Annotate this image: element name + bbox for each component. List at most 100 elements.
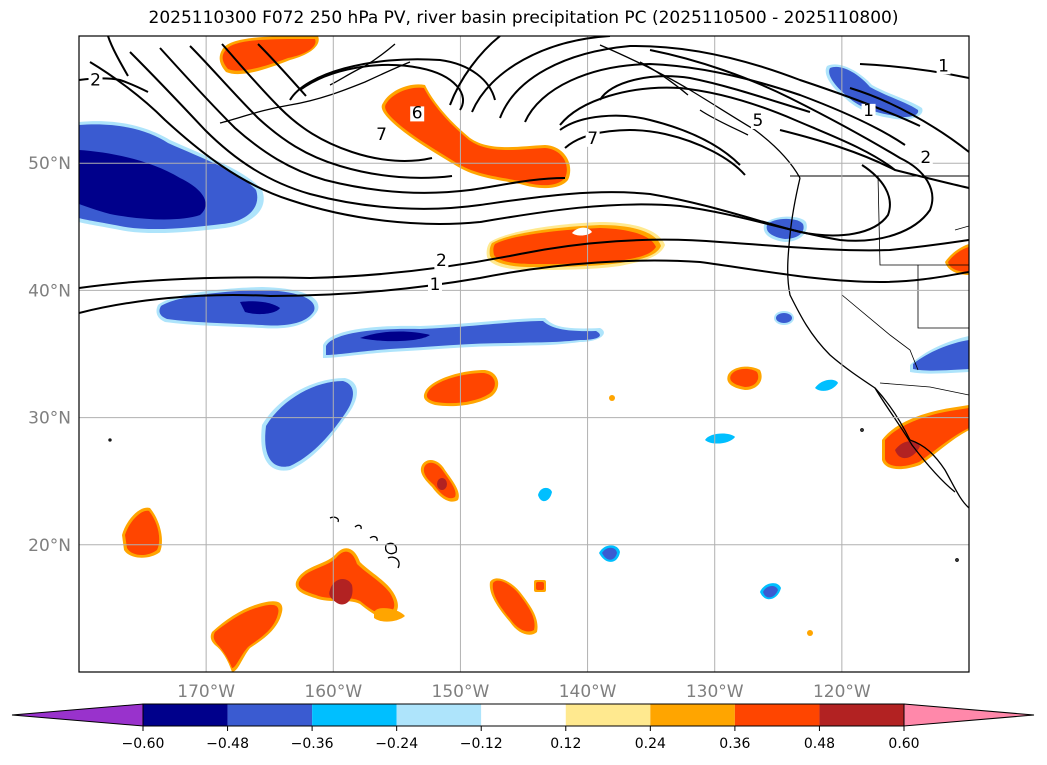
colorbar-tick-label: −0.12 [460,736,503,752]
contour-label: 1 [863,101,874,121]
coastline [909,439,969,509]
pv-contour-15 [449,36,501,106]
contour-label: 2 [920,148,931,168]
map-area[interactable] [79,36,969,672]
colorbar-bin [312,704,397,726]
island [387,556,400,569]
contour-label: 6 [412,103,423,123]
lat-tick-label: 50°N [28,154,71,174]
colorbar-tick-label: −0.36 [291,736,334,752]
precip-area [360,331,430,342]
lon-tick-label: 160°W [304,682,362,702]
colorbar-tick-label: −0.48 [206,736,249,752]
contour-label: 2 [90,70,101,90]
page-title: 2025110300 F072 250 hPa PV, river basin … [148,8,899,28]
colorbar-tick-label: 0.36 [719,736,750,752]
precip-area [730,368,759,387]
precip-area [536,582,544,590]
pv-contour-10 [107,36,129,77]
precip-area [240,301,280,315]
precip-area [776,313,792,323]
border [954,225,969,231]
colorbar-tick-label: −0.24 [375,736,418,752]
contour-label-bg [428,278,442,294]
contour-label-bg [585,131,600,147]
coastline [599,44,801,179]
pv-contour-14 [471,36,611,113]
pv-contour-13 [499,44,921,127]
island [354,524,362,530]
precip-area [265,381,354,467]
island [860,428,864,432]
precip-area [815,379,838,391]
pv-contour-17 [779,129,969,189]
pv-contour-5 [159,47,566,194]
coastline [699,109,749,136]
pv-contour-2 [79,238,969,289]
lon-tick-label: 140°W [559,682,617,702]
contour-label: 5 [753,111,764,131]
pv-contour-4 [129,51,891,237]
grid-lines [79,36,969,672]
lat-tick-label: 30°N [28,409,71,429]
colorbar-tick-label: −0.60 [122,736,165,752]
island [329,516,340,523]
colorbar-bin [650,704,735,726]
pv-contour-16 [599,75,811,113]
lon-tick-label: 120°W [813,682,871,702]
precip-area [538,487,552,502]
pv-contour-3 [89,49,934,242]
precip-area [329,578,353,605]
pv-contour-20 [299,63,465,111]
coastline [874,387,956,493]
border [917,265,969,329]
precip-area [159,290,315,326]
colorbar-bin [227,704,313,726]
precip-area [609,395,615,401]
precip-area [213,604,279,668]
pv-contour-6 [189,45,453,179]
contour-label-bg [410,106,425,122]
precip-area [125,510,160,556]
precipitation-positive-areas [122,36,969,672]
contour-label: 7 [376,125,387,145]
lat-tick-label: 40°N [28,281,71,301]
precip-area [79,150,206,220]
lat-tick-label: 20°N [28,536,71,556]
contour-label: 1 [430,275,441,295]
border [879,382,969,396]
colorbar: −0.60 −0.48 −0.36 −0.24 −0.12 0.12 0.24 0.36 0.4… [11,703,1035,752]
colorbar-tick-label: 0.48 [804,736,835,752]
precipitation-negative-areas [79,64,969,600]
precip-area [829,66,919,118]
precip-area [572,227,592,236]
lon-tick-label: 170°W [177,682,235,702]
precip-area [326,321,600,355]
precip-area [602,547,617,560]
border [877,175,969,266]
contour-label-bg [750,114,765,130]
island [369,535,378,542]
colorbar-extend-under [11,703,144,727]
contour-labels: 2 7 6 7 5 1 1 2 2 1 [88,56,951,295]
island [384,542,398,555]
coastline [787,177,911,441]
contour-label-bg [918,150,933,166]
contour-label: 7 [587,129,598,149]
precip-area [374,608,405,622]
lon-tick-label: 150°W [432,682,490,702]
pv-contour-7 [221,43,433,162]
colorbar-bin [734,704,820,726]
colorbar-extend-over [903,703,1035,727]
coastlines [108,43,969,569]
pv-contour-12 [524,62,906,146]
island [108,438,112,442]
contour-label-bg [374,128,389,144]
precip-area [385,87,567,186]
pv-contour-22 [559,114,741,166]
lon-tick-label: 130°W [686,682,744,702]
longitude-labels: 170°W 160°W 150°W 140°W 130°W 120°W [177,682,871,702]
coastline [219,61,411,124]
colorbar-bin [565,704,651,726]
precip-area [705,433,735,444]
